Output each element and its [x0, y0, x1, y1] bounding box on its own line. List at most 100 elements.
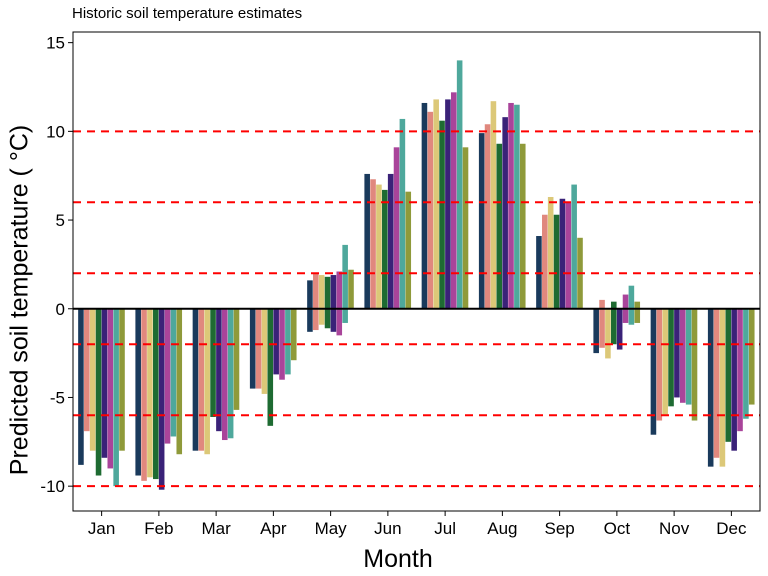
bar	[405, 191, 412, 309]
bar	[227, 308, 234, 439]
x-tick-label: Aug	[487, 519, 517, 538]
bar	[450, 92, 457, 309]
bar	[674, 308, 680, 398]
x-tick-label: Apr	[260, 519, 287, 538]
bar	[496, 143, 503, 309]
bar	[484, 124, 491, 309]
bar	[89, 308, 96, 451]
bar	[421, 102, 428, 309]
bar	[348, 269, 354, 309]
bar	[290, 308, 297, 361]
bar	[599, 299, 605, 309]
bar	[508, 102, 514, 309]
bar	[547, 196, 554, 309]
bar	[668, 308, 674, 407]
bar	[267, 308, 274, 426]
bar	[427, 111, 434, 309]
bar	[599, 308, 605, 348]
y-tick-label: -10	[40, 477, 65, 496]
bar	[135, 308, 141, 476]
bar	[261, 308, 268, 394]
bar	[78, 308, 84, 465]
y-tick-label: 15	[46, 34, 65, 53]
bar	[679, 308, 686, 403]
bar	[719, 308, 726, 467]
bar	[95, 308, 102, 476]
bar	[611, 301, 617, 309]
bar	[198, 308, 205, 451]
bar	[170, 308, 177, 437]
bar	[113, 308, 119, 487]
bar	[141, 308, 147, 481]
bar	[393, 147, 400, 309]
bar	[731, 308, 737, 451]
bar	[216, 308, 222, 432]
bar	[318, 308, 325, 325]
x-tick-label: Feb	[144, 519, 173, 538]
x-tick-label: May	[315, 519, 348, 538]
bar	[565, 202, 572, 309]
bar	[147, 308, 153, 478]
bar	[593, 308, 599, 354]
bar	[553, 214, 560, 309]
bar	[382, 189, 388, 309]
bar	[456, 60, 463, 309]
bar	[622, 294, 629, 309]
bar	[119, 308, 125, 451]
bar	[478, 133, 485, 309]
x-tick-label: Jul	[434, 519, 456, 538]
bar	[713, 308, 720, 458]
bar	[364, 173, 370, 309]
bar	[559, 198, 566, 309]
y-tick-label: 10	[46, 122, 65, 141]
bar	[342, 308, 348, 323]
x-tick-label: Dec	[716, 519, 747, 538]
bar	[685, 308, 692, 405]
bar	[313, 273, 319, 309]
bar	[519, 143, 526, 309]
bar	[737, 308, 743, 432]
bar	[650, 308, 657, 435]
bar	[233, 308, 240, 410]
x-tick-label: Jun	[374, 519, 401, 538]
bar	[210, 308, 216, 417]
bar	[707, 308, 714, 467]
y-tick-label: -5	[50, 388, 65, 407]
bar	[324, 308, 331, 329]
bar	[662, 308, 668, 416]
bar	[439, 120, 445, 309]
bar	[336, 271, 343, 309]
bar	[634, 301, 641, 309]
bar	[399, 118, 406, 309]
chart-title: Historic soil temperature estimates	[72, 5, 303, 22]
bar	[571, 184, 577, 309]
bar	[743, 308, 749, 419]
bar	[285, 308, 291, 375]
x-tick-label: Jan	[88, 519, 115, 538]
bar	[273, 308, 279, 375]
bar	[318, 275, 325, 309]
bar	[204, 308, 210, 455]
bar	[445, 99, 451, 309]
bar	[176, 308, 183, 455]
bar	[330, 275, 337, 309]
bar	[748, 308, 755, 405]
x-tick-label: Sep	[545, 519, 575, 538]
bar	[542, 214, 548, 309]
bar	[462, 147, 469, 309]
bar	[342, 244, 348, 309]
bar	[656, 308, 663, 421]
bar	[691, 308, 698, 421]
bar	[616, 308, 623, 350]
y-tick-label: 0	[56, 300, 65, 319]
bar	[255, 308, 262, 389]
bar	[164, 308, 171, 444]
bar	[502, 117, 508, 309]
bar	[192, 308, 199, 451]
bar	[490, 101, 497, 309]
bar	[387, 173, 394, 309]
bar	[336, 308, 343, 336]
bar	[725, 308, 732, 442]
bar	[313, 308, 319, 331]
bar	[107, 308, 114, 469]
